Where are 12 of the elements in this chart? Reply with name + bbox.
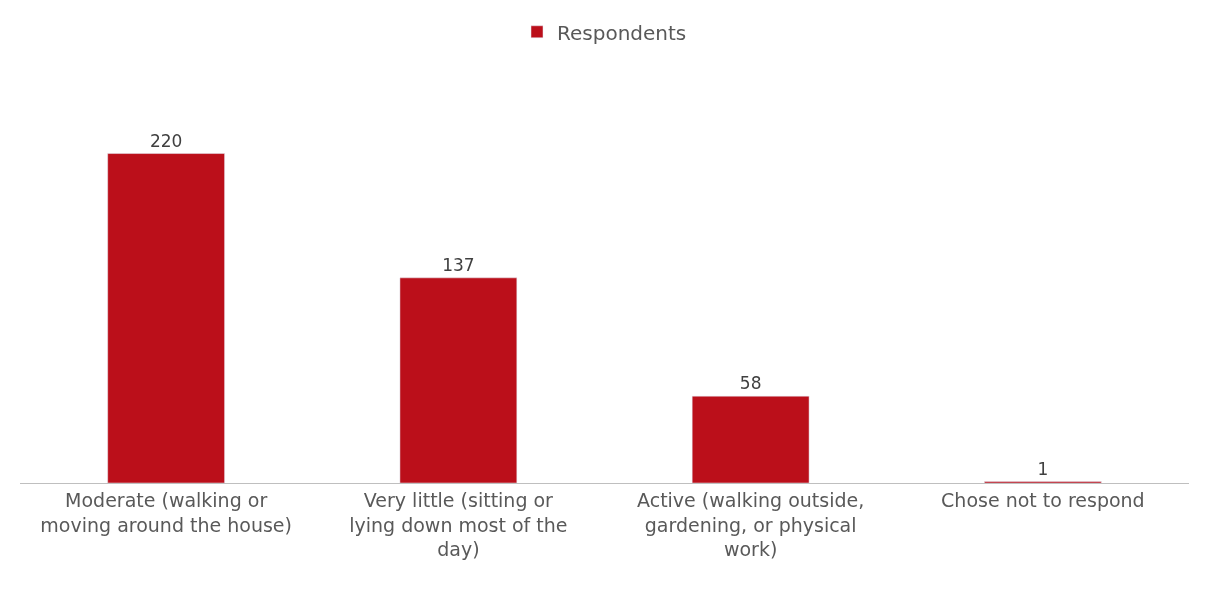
data-label: 58 bbox=[739, 373, 762, 394]
bar bbox=[691, 395, 810, 483]
data-label: 137 bbox=[442, 254, 475, 275]
x-tick-label: Active (walking outside, gardening, or physical work) bbox=[637, 488, 865, 561]
bar bbox=[399, 277, 518, 483]
x-tick-label: Chose not to respond bbox=[941, 488, 1145, 511]
x-tick-label: Moderate (walking or moving around the house) bbox=[40, 488, 292, 536]
data-label: 220 bbox=[149, 130, 183, 151]
bar bbox=[107, 153, 225, 483]
x-tick-label: Very little (sitting or lying down most of the day) bbox=[349, 488, 568, 561]
legend-label: Respondents bbox=[557, 20, 687, 45]
data-label: 1 bbox=[1037, 458, 1049, 479]
